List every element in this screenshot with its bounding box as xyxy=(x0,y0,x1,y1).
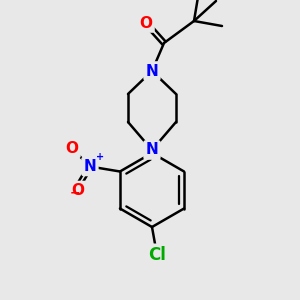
Text: N: N xyxy=(146,142,158,158)
Text: O: O xyxy=(140,16,152,31)
Text: +: + xyxy=(96,152,104,163)
Text: Cl: Cl xyxy=(148,246,166,264)
Text: O: O xyxy=(71,183,85,198)
Text: O: O xyxy=(65,141,79,156)
Text: N: N xyxy=(146,64,158,79)
Text: −: − xyxy=(70,187,80,200)
Text: N: N xyxy=(84,159,96,174)
